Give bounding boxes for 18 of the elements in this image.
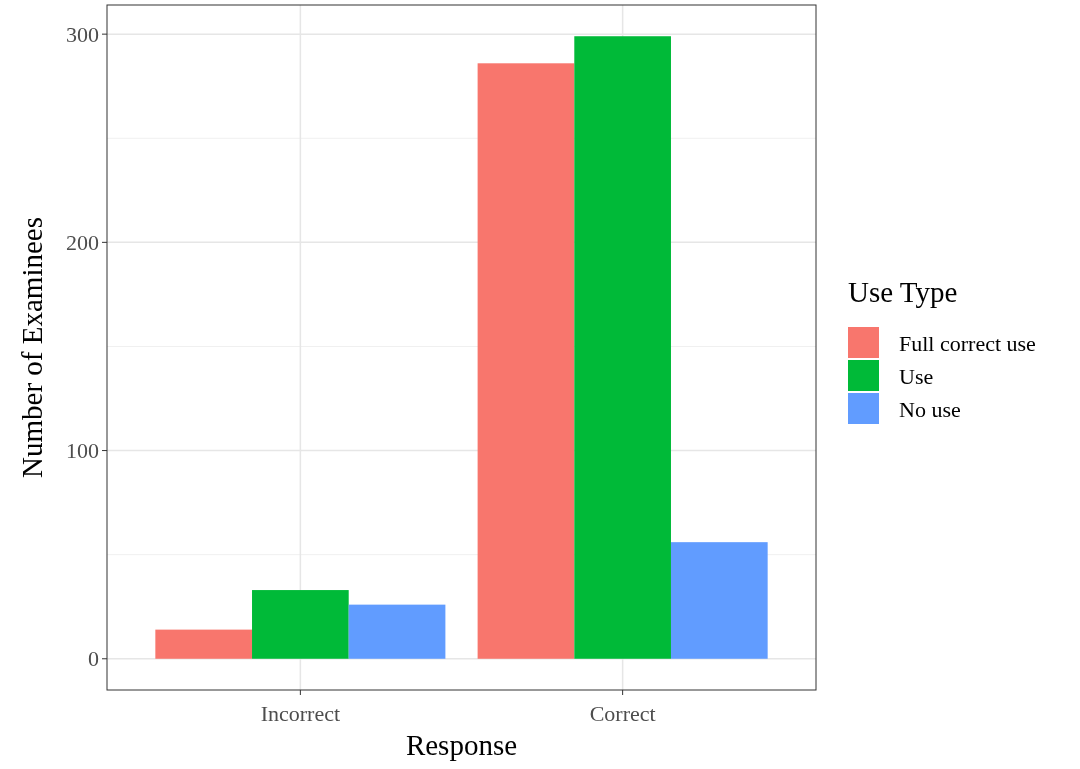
legend-label: No use bbox=[899, 396, 961, 422]
legend-label: Use bbox=[899, 363, 934, 389]
legend-title: Use Type bbox=[848, 276, 958, 308]
y-tick-label: 300 bbox=[66, 21, 99, 47]
bar bbox=[477, 63, 575, 659]
x-axis-title: Response bbox=[405, 729, 518, 761]
bar bbox=[252, 590, 349, 659]
y-tick-label: 100 bbox=[66, 438, 99, 464]
y-tick-label: 200 bbox=[66, 230, 99, 256]
bar bbox=[670, 542, 768, 659]
bar bbox=[348, 604, 446, 659]
legend-label: Full correct use bbox=[899, 330, 1036, 356]
y-axis-title: Number of Examinees bbox=[16, 217, 48, 478]
x-tick-label: Correct bbox=[589, 701, 656, 726]
x-tick-label: Incorrect bbox=[260, 701, 341, 726]
y-tick-label: 0 bbox=[88, 646, 99, 672]
bar bbox=[574, 36, 671, 659]
bar bbox=[155, 629, 253, 659]
